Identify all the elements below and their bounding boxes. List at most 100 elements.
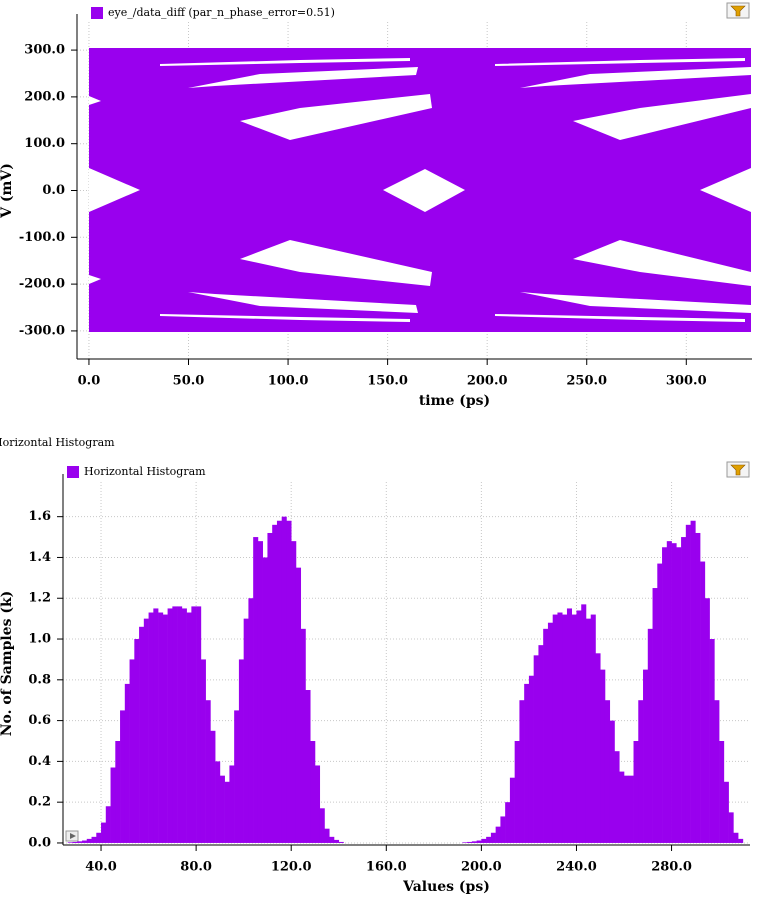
histogram-bar <box>305 690 311 843</box>
histogram-bar <box>700 561 706 843</box>
histogram-bar <box>733 832 739 843</box>
histogram-bar <box>619 771 625 843</box>
expand-icon[interactable] <box>65 830 79 842</box>
histogram-bar <box>671 543 677 843</box>
y-tick-label: 0.8 <box>28 672 51 687</box>
histogram-bar <box>215 761 221 843</box>
histogram-bar <box>514 740 520 843</box>
histogram-bar <box>248 598 254 843</box>
histogram-bar <box>338 841 344 843</box>
histogram-bar <box>652 588 658 843</box>
histogram-bar <box>191 606 197 843</box>
histogram-bar <box>704 598 710 843</box>
histogram-bar <box>562 614 568 843</box>
histogram-bar <box>286 520 292 843</box>
histogram-bar <box>590 614 596 843</box>
histogram-bar <box>714 700 720 843</box>
histogram-bar <box>105 806 111 843</box>
x-tick-label: 240.0 <box>556 860 597 875</box>
histogram-bar <box>205 700 211 843</box>
filter-icon[interactable] <box>726 2 750 19</box>
x-tick-label: 160.0 <box>366 860 407 875</box>
histogram-bar <box>576 610 582 843</box>
histogram-bar <box>172 606 178 843</box>
histogram-bar <box>695 532 701 843</box>
histogram-bar <box>276 520 282 843</box>
y-tick-label: 200.0 <box>24 89 65 104</box>
histogram-bar <box>267 532 273 843</box>
y-tick-label: 0.0 <box>28 835 51 850</box>
histogram-bar <box>490 832 496 843</box>
histogram-bar <box>153 608 159 843</box>
y-tick-label: -200.0 <box>19 277 65 292</box>
legend-swatch <box>67 466 79 478</box>
histogram-bar <box>676 547 682 843</box>
legend-label: Horizontal Histogram <box>84 465 206 478</box>
histogram-bar <box>738 838 744 843</box>
histogram-bar <box>476 840 482 843</box>
legend-swatch <box>91 7 103 19</box>
histogram-bar <box>505 802 511 843</box>
filter-icon[interactable] <box>726 461 750 478</box>
histogram-bar <box>685 524 691 843</box>
histogram-bar <box>600 669 606 843</box>
histogram-bar <box>234 710 240 843</box>
histogram-bar <box>481 838 487 843</box>
histogram-bar <box>134 639 140 843</box>
histogram-bar <box>143 618 149 843</box>
y-tick-label: 0.6 <box>28 713 51 728</box>
x-tick-label: 100.0 <box>268 374 309 389</box>
histogram-bar <box>709 639 715 843</box>
histogram-bar <box>581 604 587 843</box>
histogram-bar <box>86 838 92 843</box>
y-tick-label: 0.0 <box>42 183 65 198</box>
histogram-bar <box>115 740 121 843</box>
histogram-bar <box>82 840 88 843</box>
y-tick-label: 1.4 <box>28 550 51 565</box>
histogram-bar <box>177 606 183 843</box>
histogram-bar <box>509 777 515 843</box>
histogram-bar <box>462 842 468 843</box>
histogram-bar <box>723 781 729 843</box>
histogram-bar <box>533 655 539 843</box>
histogram-bar <box>262 557 268 843</box>
histogram-bar <box>96 832 102 843</box>
y-tick-label: -300.0 <box>19 323 65 338</box>
y-tick-label: 0.2 <box>28 795 51 810</box>
histogram-bar <box>647 628 653 843</box>
histogram-bar <box>72 841 78 843</box>
x-tick-label: 280.0 <box>651 860 692 875</box>
y-tick-label: 300.0 <box>24 43 65 58</box>
y-axis-label: V (mV) <box>0 163 15 219</box>
histogram-bar <box>595 653 601 843</box>
eye-diagram <box>89 48 751 332</box>
histogram-bar <box>162 614 168 843</box>
histogram-bar <box>543 628 549 843</box>
histogram-bar <box>519 700 525 843</box>
histogram-bar <box>310 740 316 843</box>
histogram-bar <box>643 669 649 843</box>
histogram-bar <box>77 841 83 843</box>
histogram-bar <box>728 812 734 843</box>
histogram-bar <box>120 710 126 843</box>
histogram-bar <box>196 606 202 843</box>
histogram-bar <box>467 841 473 843</box>
histogram-bar <box>110 767 116 843</box>
histogram-bar <box>243 618 249 843</box>
x-tick-label: 0.0 <box>78 374 101 389</box>
x-tick-label: 300.0 <box>666 374 707 389</box>
histogram-bar <box>181 608 187 843</box>
histogram-bar <box>719 740 725 843</box>
histogram-bar <box>557 612 563 843</box>
histogram-bar <box>657 563 663 843</box>
histogram-bar <box>495 826 501 843</box>
x-axis-label: Values (ps) <box>402 879 490 895</box>
histogram-bar <box>604 700 611 843</box>
histogram-bar <box>666 541 672 843</box>
histogram-bar <box>681 537 687 843</box>
x-tick-label: 50.0 <box>173 374 205 389</box>
x-axis-label: time (ps) <box>419 393 490 409</box>
histogram-bar <box>101 822 107 843</box>
y-tick-label: 1.2 <box>28 591 51 606</box>
histogram-bar <box>609 720 615 843</box>
